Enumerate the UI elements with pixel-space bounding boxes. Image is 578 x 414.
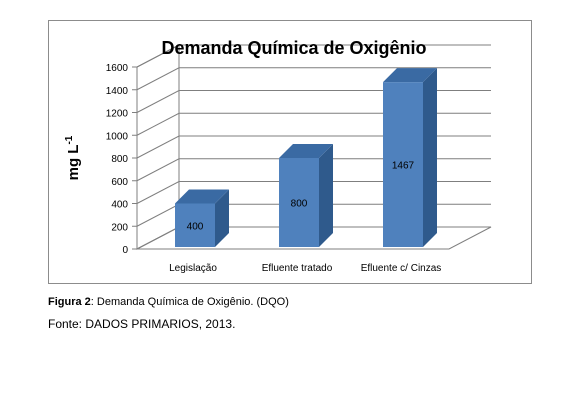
y-tick-label: 600 (111, 177, 128, 188)
bar-top (279, 144, 333, 158)
bar-top (383, 68, 437, 83)
bar-group (175, 189, 229, 247)
x-tick-label: Efluente c/ Cinzas (361, 263, 442, 274)
y-axis-label: mg L (65, 145, 82, 181)
y-axis-superscript: -1 (64, 135, 75, 144)
figure-caption: Figura 2: Demanda Química de Oxigênio. (… (48, 296, 289, 308)
bar (175, 203, 215, 247)
y-tick-label: 1000 (106, 131, 129, 142)
gridline (136, 67, 491, 91)
y-tick-label: 0 (122, 245, 128, 256)
bar (279, 158, 319, 247)
y-axis-title: mg L-1 (64, 135, 82, 180)
figure-source: Fonte: DADOS PRIMARIOS, 2013. (48, 317, 236, 331)
y-tick-label: 800 (111, 154, 128, 165)
chart-frame: Demanda Química de Oxigênio mg L-1 0 200 4… (48, 20, 532, 284)
y-tick-label: 1200 (106, 109, 129, 120)
bar-data-label: 800 (291, 199, 308, 210)
bar-side (423, 68, 437, 247)
bar-side (319, 144, 333, 247)
x-tick-label: Legislação (169, 263, 217, 274)
y-tick-label: 400 (111, 200, 128, 211)
chart-text: Demanda Química de Oxigênio mg L-1 0 200 4… (64, 38, 441, 274)
bar (383, 82, 423, 247)
bar-data-label: 400 (187, 221, 204, 232)
chart-bars (175, 68, 437, 247)
bar-side (215, 189, 229, 247)
figure-caption-label: Figura 2 (48, 296, 91, 308)
gridline (136, 112, 491, 136)
y-tick-label: 1600 (106, 63, 129, 74)
gridline (136, 44, 491, 68)
x-tick-label: Efluente tratado (262, 263, 333, 274)
gridline (136, 90, 491, 113)
bar-group (383, 68, 437, 247)
y-tick-label: 200 (111, 222, 128, 233)
bar-data-label: 1467 (392, 161, 415, 172)
bar-group (279, 144, 333, 247)
y-tick-label: 1400 (106, 86, 129, 97)
figure-caption-text: : Demanda Química de Oxigênio. (DQO) (90, 296, 289, 308)
chart-title: Demanda Química de Oxigênio (161, 38, 426, 58)
chart-svg: Demanda Química de Oxigênio mg L-1 0 200 4… (64, 38, 492, 274)
bar-top (175, 189, 229, 204)
